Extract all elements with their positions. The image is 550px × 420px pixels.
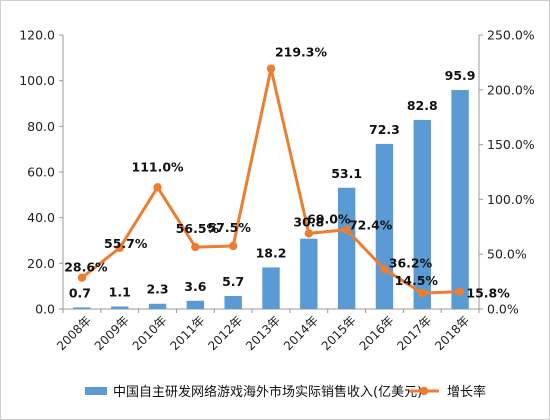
x-tick-label: 2011年 bbox=[168, 313, 208, 353]
right-tick-label: 150.0% bbox=[487, 137, 535, 152]
growth-rate-label: 57.5% bbox=[207, 220, 251, 235]
growth-marker bbox=[266, 64, 276, 73]
growth-marker bbox=[380, 265, 389, 274]
bar-value-label: 1.1 bbox=[109, 284, 131, 299]
right-tick-label: 250.0% bbox=[487, 28, 535, 43]
growth-marker bbox=[455, 287, 465, 296]
bar bbox=[111, 306, 129, 309]
legend-swatch-marker bbox=[419, 386, 429, 396]
legend-label-line: 增长率 bbox=[447, 384, 486, 400]
growth-marker bbox=[153, 183, 162, 192]
x-tick-label: 2014年 bbox=[281, 313, 321, 353]
left-tick-label: 80.0 bbox=[27, 119, 55, 134]
bar bbox=[337, 187, 356, 309]
growth-rate-label: 219.3% bbox=[275, 45, 328, 60]
growth-rate-label: 14.5% bbox=[395, 273, 439, 288]
x-tick-label: 2017年 bbox=[394, 313, 434, 353]
left-tick-label: 120.0 bbox=[19, 28, 55, 43]
x-tick-label: 2012年 bbox=[205, 313, 245, 353]
x-tick-label: 2008年 bbox=[54, 313, 94, 353]
growth-marker bbox=[191, 242, 200, 252]
x-tick-label: 2016年 bbox=[357, 313, 397, 353]
bar-value-label: 82.8 bbox=[407, 98, 438, 113]
left-tick-label: 0.0 bbox=[35, 302, 55, 317]
bar-value-label: 5.7 bbox=[222, 274, 244, 289]
x-tick-label: 2018年 bbox=[432, 313, 472, 353]
bar-value-label: 53.1 bbox=[331, 166, 362, 181]
bar-value-label: 2.3 bbox=[146, 282, 168, 297]
bar bbox=[262, 267, 280, 309]
left-tick-label: 100.0 bbox=[19, 73, 55, 88]
left-tick-label: 40.0 bbox=[27, 210, 55, 225]
bar bbox=[148, 303, 167, 309]
left-y-axis: 0.0 20.0 40.0 60.0 80.0 100.0 120.0 bbox=[19, 28, 64, 317]
growth-rate-label: 72.4% bbox=[349, 218, 393, 233]
growth-marker bbox=[418, 288, 427, 298]
bar bbox=[186, 300, 205, 309]
growth-rate-label: 55.7% bbox=[104, 236, 148, 251]
bar bbox=[375, 143, 394, 309]
growth-rate-label: 15.8% bbox=[466, 286, 510, 301]
x-tick-label: 2015年 bbox=[319, 313, 359, 353]
right-tick-label: 0.0% bbox=[487, 302, 519, 317]
growth-rate-label: 28.6% bbox=[64, 260, 108, 275]
legend-swatch-bar bbox=[85, 387, 107, 395]
left-tick-label: 20.0 bbox=[27, 256, 55, 271]
growth-rate-label: 36.2% bbox=[389, 255, 433, 270]
data-labels: 0.7 1.1 2.3 3.6 5.7 18.2 30.8 53.1 72.3 82.8 95.9 2… bbox=[64, 45, 510, 301]
right-y-axis: 0.0% 50.0% 100.0% 150.0% 200.0% 250.0% bbox=[478, 28, 535, 317]
bar bbox=[224, 295, 242, 309]
bar-value-label: 18.2 bbox=[256, 245, 287, 260]
legend-label-bar: 中国自主研发网络游戏海外市场实际销售收入(亿美元) bbox=[113, 384, 422, 400]
x-tick-label: 2009年 bbox=[92, 313, 132, 353]
bar-value-label: 30.8 bbox=[293, 215, 324, 230]
x-tick-label: 2010年 bbox=[130, 313, 170, 353]
bar-value-label: 3.6 bbox=[184, 279, 206, 294]
right-tick-label: 100.0% bbox=[487, 192, 535, 207]
growth-rate-label: 69.0% bbox=[307, 211, 351, 226]
growth-marker bbox=[304, 229, 314, 238]
bar bbox=[73, 307, 91, 309]
left-tick-label: 60.0 bbox=[27, 165, 55, 180]
right-tick-label: 200.0% bbox=[487, 82, 535, 97]
bar-value-label: 72.3 bbox=[369, 122, 400, 137]
legend: 中国自主研发网络游戏海外市场实际销售收入(亿美元) 增长率 bbox=[85, 384, 486, 400]
bar bbox=[300, 238, 318, 309]
x-axis: 2008年2009年2010年2011年2012年2013年2014年2015年… bbox=[54, 308, 480, 353]
x-tick-label: 2013年 bbox=[243, 313, 283, 353]
growth-marker bbox=[228, 241, 238, 251]
bar bbox=[413, 119, 431, 309]
growth-marker bbox=[115, 243, 124, 253]
bar-value-label: 0.7 bbox=[69, 285, 91, 300]
bar bbox=[451, 90, 469, 309]
growth-rate-label: 111.0% bbox=[132, 159, 185, 174]
bar-series bbox=[73, 90, 469, 309]
right-tick-label: 50.0% bbox=[487, 247, 527, 262]
growth-rate-label: 56.5% bbox=[176, 221, 220, 236]
growth-marker bbox=[342, 225, 351, 234]
bar-value-label: 95.9 bbox=[445, 68, 476, 83]
line-series bbox=[77, 64, 465, 298]
growth-marker bbox=[77, 273, 87, 282]
